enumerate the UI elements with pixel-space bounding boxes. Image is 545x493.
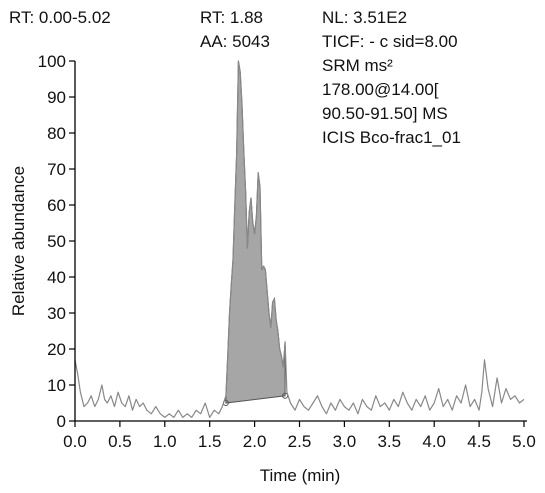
x-tick-label: 0.0 xyxy=(63,432,87,451)
y-tick-label: 10 xyxy=(47,376,66,395)
plot-area xyxy=(74,60,525,418)
x-tick-label: 1.5 xyxy=(198,432,222,451)
y-tick-label: 20 xyxy=(47,340,66,359)
y-tick-label: 40 xyxy=(47,268,66,287)
y-tick-label: 0 xyxy=(57,412,66,431)
y-axis-title: Relative abundance xyxy=(9,166,28,316)
x-axis-title: Time (min) xyxy=(260,466,341,485)
integrated-peak-area xyxy=(225,60,286,404)
x-ticks: 0.0 0.5 1.0 1.5 2.0 2.5 3.0 3.5 4.0 4.5 5.0 xyxy=(63,421,536,451)
y-tick-label: 90 xyxy=(47,88,66,107)
srm-label: SRM ms² xyxy=(322,56,393,75)
rt-range-label: RT: 0.00-5.02 xyxy=(9,8,111,27)
x-tick-label: 4.0 xyxy=(422,432,446,451)
ticf-label: TICF: - c sid=8.00 xyxy=(322,32,458,51)
y-tick-label: 50 xyxy=(47,232,66,251)
mass-range-label: 90.50-91.50] MS xyxy=(322,104,448,123)
x-tick-label: 3.0 xyxy=(333,432,357,451)
y-tick-label: 80 xyxy=(47,124,66,143)
precursor-label: 178.00@14.00[ xyxy=(322,80,439,99)
nl-label: NL: 3.51E2 xyxy=(322,8,408,27)
chromatogram-trace xyxy=(74,60,525,418)
y-ticks: 0 10 20 30 40 50 60 70 80 90 100 xyxy=(38,52,75,431)
peak-rt-label: RT: 1.88 xyxy=(200,8,264,27)
y-tick-label: 60 xyxy=(47,196,66,215)
y-tick-label: 100 xyxy=(38,52,66,71)
x-tick-label: 3.5 xyxy=(377,432,401,451)
y-tick-label: 70 xyxy=(47,160,66,179)
x-tick-label: 4.5 xyxy=(467,432,491,451)
x-tick-label: 5.0 xyxy=(512,432,536,451)
x-tick-label: 0.5 xyxy=(108,432,132,451)
x-tick-label: 2.0 xyxy=(243,432,267,451)
icis-label: ICIS Bco-frac1_01 xyxy=(322,128,461,147)
y-tick-label: 30 xyxy=(47,304,66,323)
peak-area-label: AA: 5043 xyxy=(200,32,270,51)
axes xyxy=(74,61,527,422)
x-tick-label: 2.5 xyxy=(288,432,312,451)
x-tick-label: 1.0 xyxy=(153,432,177,451)
